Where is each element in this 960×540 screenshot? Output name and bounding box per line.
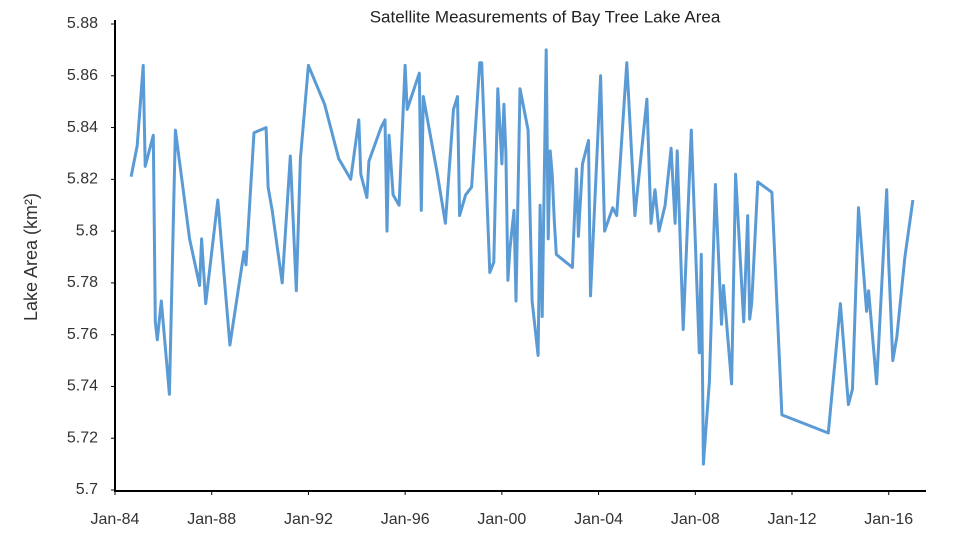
y-tick-label: 5.8 bbox=[76, 222, 98, 239]
x-tick-label: Jan-04 bbox=[574, 511, 623, 528]
y-tick-label: 5.7 bbox=[76, 481, 98, 498]
y-tick-label: 5.88 bbox=[67, 15, 98, 32]
y-axis-label: Lake Area (km²) bbox=[21, 193, 41, 321]
x-tick-label: Jan-84 bbox=[91, 511, 140, 528]
y-tick-label: 5.76 bbox=[67, 326, 98, 343]
x-tick-label: Jan-08 bbox=[671, 511, 720, 528]
x-tick-label: Jan-16 bbox=[864, 511, 913, 528]
x-tick-label: Jan-92 bbox=[284, 511, 333, 528]
y-tick-label: 5.74 bbox=[67, 378, 98, 395]
chart-title: Satellite Measurements of Bay Tree Lake … bbox=[370, 7, 721, 26]
y-tick-label: 5.72 bbox=[67, 429, 98, 446]
y-tick-label: 5.84 bbox=[67, 119, 98, 136]
x-tick-label: Jan-88 bbox=[187, 511, 236, 528]
y-tick-label: 5.82 bbox=[67, 171, 98, 188]
x-tick-label: Jan-00 bbox=[477, 511, 526, 528]
y-tick-label: 5.86 bbox=[67, 67, 98, 84]
data-line bbox=[129, 48, 915, 466]
x-tick-label: Jan-96 bbox=[381, 511, 430, 528]
x-tick-label: Jan-12 bbox=[768, 511, 817, 528]
y-tick-label: 5.78 bbox=[67, 274, 98, 291]
